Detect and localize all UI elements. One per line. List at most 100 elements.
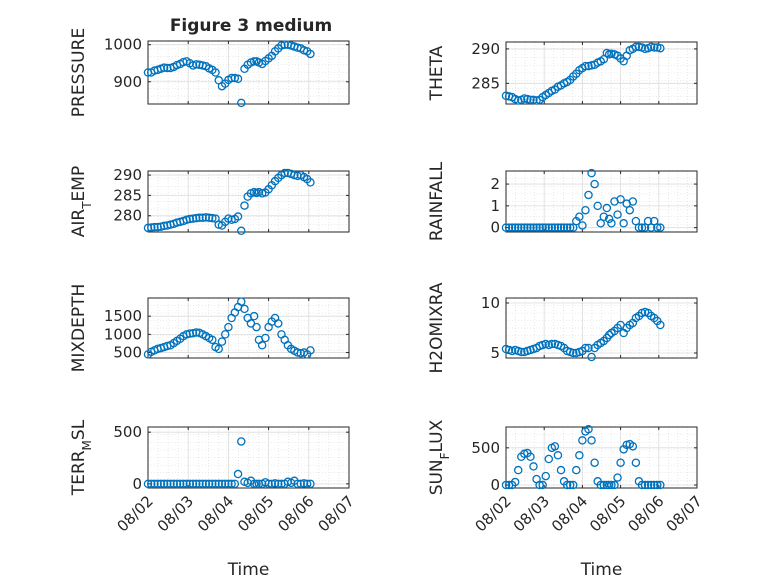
y-label-part: AIR bbox=[69, 209, 89, 238]
data-point bbox=[613, 210, 622, 219]
data-point bbox=[584, 424, 593, 434]
data-point bbox=[159, 479, 169, 489]
axes-box bbox=[505, 41, 698, 105]
data-point bbox=[302, 479, 312, 489]
data-point bbox=[163, 479, 172, 489]
y-label-subscript: M bbox=[80, 440, 94, 450]
y-label-subscript: F bbox=[438, 452, 452, 459]
axes-box bbox=[147, 170, 350, 233]
data-point bbox=[507, 223, 517, 232]
data-point bbox=[504, 223, 514, 232]
y-axis-label: THETA bbox=[427, 45, 447, 101]
data-point bbox=[581, 343, 590, 353]
data-point bbox=[520, 223, 529, 232]
data-point bbox=[529, 223, 538, 232]
data-point bbox=[646, 480, 656, 490]
data-point bbox=[556, 465, 566, 475]
data-point bbox=[249, 479, 259, 489]
data-point bbox=[306, 346, 315, 355]
data-point bbox=[267, 479, 277, 489]
data-point bbox=[550, 223, 560, 232]
data-point bbox=[306, 479, 315, 489]
data-point bbox=[296, 479, 306, 489]
data-point bbox=[565, 480, 575, 490]
data-point bbox=[559, 223, 569, 232]
y-tick-label: 285 bbox=[113, 186, 142, 204]
data-point bbox=[217, 337, 227, 346]
data-point bbox=[619, 219, 628, 228]
data-point bbox=[523, 223, 532, 232]
data-point bbox=[204, 479, 214, 489]
x-tick-label: 08/07 bbox=[663, 492, 706, 535]
data-point bbox=[299, 479, 309, 488]
data-point bbox=[240, 201, 249, 210]
data-point bbox=[217, 479, 227, 489]
data-point bbox=[188, 329, 198, 338]
data-point bbox=[529, 462, 538, 471]
x-axis-label: Time bbox=[580, 560, 623, 580]
y-tick-label: 0 bbox=[132, 475, 142, 493]
data-point bbox=[273, 479, 283, 489]
data-point bbox=[656, 480, 665, 490]
data-point bbox=[656, 43, 665, 53]
y-axis-label: AIRTEMP bbox=[69, 166, 94, 237]
data-point bbox=[227, 215, 236, 225]
data-point bbox=[201, 213, 211, 222]
data-point bbox=[172, 479, 182, 489]
data-point bbox=[604, 480, 614, 490]
data-point bbox=[510, 477, 520, 487]
data-point bbox=[526, 95, 535, 105]
data-point bbox=[224, 322, 233, 332]
data-point bbox=[643, 480, 653, 490]
data-point bbox=[607, 480, 616, 490]
data-point bbox=[280, 40, 289, 49]
data-point bbox=[587, 436, 596, 445]
data-point bbox=[587, 352, 596, 362]
data-point bbox=[191, 213, 201, 223]
data-point bbox=[513, 223, 523, 232]
data-point bbox=[233, 74, 243, 84]
data-point bbox=[198, 213, 207, 223]
data-point bbox=[252, 322, 261, 332]
data-point bbox=[501, 223, 511, 232]
data-point bbox=[656, 223, 665, 232]
data-point bbox=[616, 195, 625, 204]
data-point bbox=[628, 442, 638, 451]
data-point bbox=[261, 333, 270, 343]
data-point bbox=[159, 63, 169, 72]
y-tick-label: 2 bbox=[490, 175, 500, 193]
data-point bbox=[562, 480, 572, 490]
data-point bbox=[195, 479, 204, 489]
x-tick-label: 08/04 bbox=[548, 492, 591, 535]
data-point bbox=[150, 479, 159, 489]
data-point bbox=[565, 223, 575, 232]
x-tick-label: 08/05 bbox=[586, 492, 629, 535]
x-tick-label: 08/03 bbox=[510, 492, 553, 535]
x-tick-label: 08/02 bbox=[472, 492, 515, 535]
data-point bbox=[593, 201, 602, 211]
data-point bbox=[306, 49, 315, 59]
data-point bbox=[510, 223, 520, 232]
data-point bbox=[237, 437, 246, 446]
data-point bbox=[596, 480, 605, 490]
data-point bbox=[150, 222, 159, 232]
data-point bbox=[637, 480, 647, 490]
data-point bbox=[532, 223, 541, 232]
data-point bbox=[204, 213, 214, 223]
data-point bbox=[556, 223, 566, 232]
y-axis-label: SUNFLUX bbox=[427, 419, 452, 495]
data-point bbox=[201, 479, 211, 489]
y-tick-label: 10 bbox=[481, 294, 500, 312]
subplot-2: 285 290 THETA bbox=[427, 40, 698, 105]
y-label-part: SL bbox=[69, 419, 89, 440]
data-point bbox=[208, 213, 217, 223]
data-point bbox=[599, 212, 609, 221]
subplot-4: 0 1 2 RAINFALL bbox=[427, 161, 698, 241]
data-point bbox=[562, 223, 572, 232]
y-axis-label: H2OMIXRA bbox=[427, 282, 447, 373]
y-tick-label: 1000 bbox=[104, 36, 142, 54]
data-point bbox=[293, 348, 302, 357]
data-point bbox=[526, 452, 535, 462]
data-point bbox=[568, 480, 578, 490]
data-point bbox=[220, 330, 230, 339]
